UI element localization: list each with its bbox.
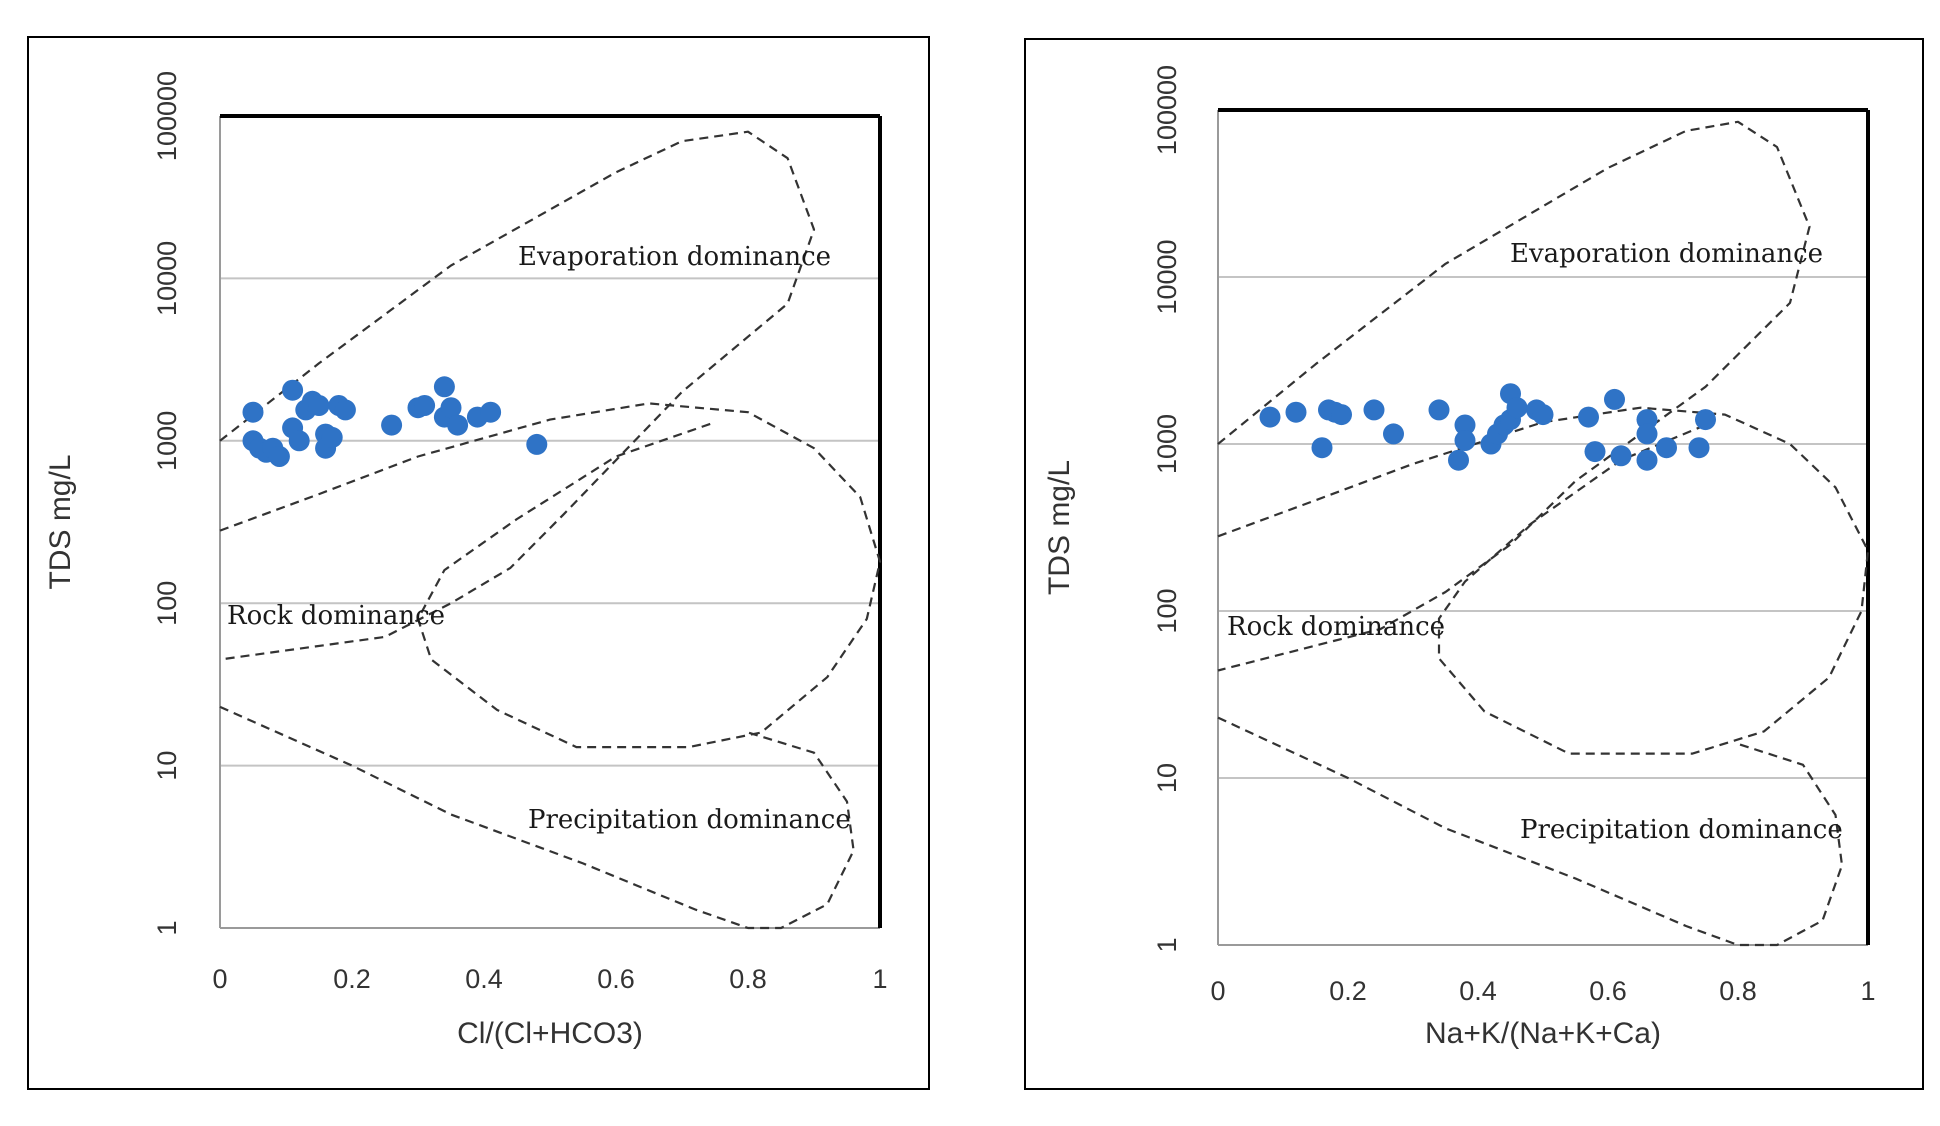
right-ytick-label: 10000	[1152, 239, 1182, 314]
left-data-point	[433, 376, 455, 398]
left-data-point	[242, 401, 264, 423]
left-data-point	[480, 401, 502, 423]
right-boundary-curve-1	[1217, 120, 1811, 672]
chart-panel-left	[27, 36, 930, 1090]
left-y-axis-title: TDS mg/L	[44, 454, 77, 589]
left-xtick-label: 0.8	[729, 964, 767, 994]
left-x-axis-title: Cl/(Cl+HCO3)	[457, 1017, 643, 1050]
right-ytick-label: 100	[1152, 588, 1182, 633]
right-x-axis-title: Na+K/(Na+K+Ca)	[1425, 1017, 1661, 1050]
left-data-point	[440, 397, 462, 419]
right-xtick-label: 0.8	[1719, 976, 1757, 1006]
right-data-point	[1363, 399, 1385, 421]
right-data-point	[1688, 437, 1710, 459]
left-data-point	[414, 395, 436, 416]
right-data-point	[1428, 399, 1450, 421]
right-data-point	[1331, 404, 1352, 426]
right-data-point	[1532, 404, 1554, 426]
right-ytick-label: 10	[1152, 763, 1182, 793]
right-boundary-curve-2	[1217, 406, 1870, 755]
left-region-label: Rock dominance	[227, 601, 445, 631]
right-data-point	[1636, 449, 1658, 471]
left-data-point	[308, 395, 330, 416]
right-data-point	[1636, 423, 1658, 445]
left-boundary-curve-3	[219, 705, 855, 930]
left-ytick-label: 10	[152, 751, 182, 781]
right-xtick-label: 0.6	[1589, 976, 1627, 1006]
left-ytick-label: 10000	[152, 241, 182, 316]
left-boundary-curve-2	[219, 402, 882, 749]
right-boundary-curve-3	[1217, 716, 1844, 947]
left-data-point	[288, 430, 310, 452]
right-data-point	[1454, 430, 1476, 451]
left-data-point	[282, 379, 304, 401]
right-xtick-label: 0.2	[1329, 976, 1367, 1006]
left-xtick-label: 0.6	[597, 964, 635, 994]
right-xtick-label: 1	[1860, 976, 1875, 1006]
left-data-point	[321, 426, 343, 448]
left-xtick-label: 1	[872, 964, 887, 994]
right-data-point	[1610, 445, 1632, 467]
right-data-point	[1454, 414, 1476, 436]
left-region-label: Evaporation dominance	[518, 242, 831, 272]
left-ytick-label: 1	[152, 920, 182, 935]
right-data-point	[1604, 388, 1625, 410]
right-data-point	[1584, 441, 1606, 463]
right-y-axis-title: TDS mg/L	[1043, 460, 1076, 595]
right-ytick-label: 1	[1152, 937, 1182, 952]
chart-panel-right	[1024, 38, 1924, 1090]
left-ytick-label: 100000	[152, 71, 182, 161]
right-data-point	[1506, 397, 1528, 419]
left-region-label: Precipitation dominance	[528, 805, 851, 835]
right-ytick-label: 1000	[1152, 414, 1182, 474]
right-data-point	[1578, 406, 1599, 428]
right-data-point	[1311, 437, 1333, 459]
left-ytick-label: 1000	[152, 411, 182, 471]
left-boundary-curve-1	[219, 130, 816, 661]
left-data-point	[334, 399, 356, 421]
left-xtick-label: 0.2	[333, 964, 371, 994]
right-data-point	[1695, 409, 1716, 431]
right-xtick-label: 0	[1210, 976, 1225, 1006]
right-region-label: Precipitation dominance	[1520, 815, 1843, 845]
right-xtick-label: 0.4	[1459, 976, 1497, 1006]
right-data-point	[1285, 401, 1307, 423]
left-data-point	[381, 414, 403, 436]
right-data-point	[1656, 437, 1677, 459]
left-xtick-label: 0	[212, 964, 227, 994]
left-data-point	[447, 414, 469, 436]
right-ytick-label: 100000	[1152, 65, 1182, 155]
right-region-label: Evaporation dominance	[1510, 239, 1823, 269]
right-data-point	[1448, 449, 1469, 471]
right-data-point	[1383, 423, 1404, 445]
left-ytick-label: 100	[152, 581, 182, 626]
left-data-point	[526, 433, 548, 455]
left-xtick-label: 0.4	[465, 964, 503, 994]
right-region-label: Rock dominance	[1227, 612, 1445, 642]
left-data-point	[268, 446, 290, 467]
right-data-point	[1259, 406, 1281, 428]
